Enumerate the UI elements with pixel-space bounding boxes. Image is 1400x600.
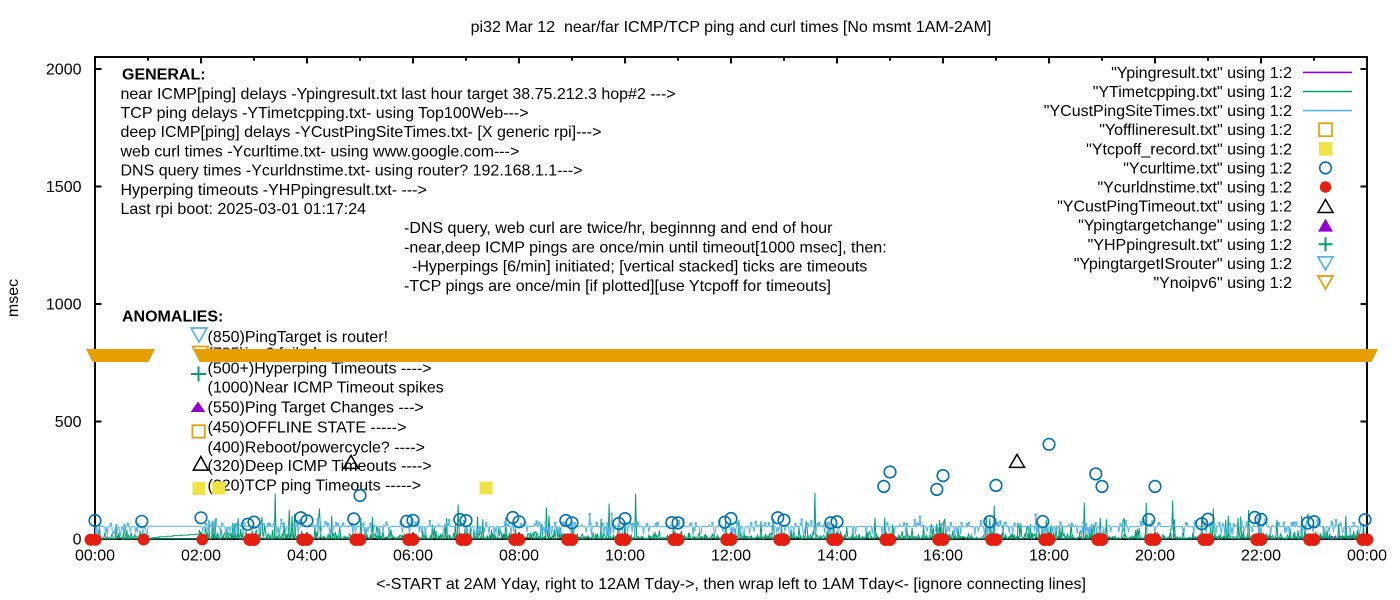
svg-text:-Hyperpings [6/min] initiated;: -Hyperpings [6/min] initiated; [vertical…: [412, 259, 867, 276]
svg-text:web curl times -Ycurltime.txt-: web curl times -Ycurltime.txt- using www…: [120, 143, 520, 160]
svg-text:GENERAL:: GENERAL:: [122, 67, 206, 84]
svg-text:Last rpi boot: 2025-03-01 01:1: Last rpi boot: 2025-03-01 01:17:24: [121, 201, 367, 218]
svg-text:Hyperping timeouts -YHPpingres: Hyperping timeouts -YHPpingresult.txt- -…: [121, 182, 427, 199]
svg-text:-TCP pings are once/min [if pl: -TCP pings are once/min [if plotted][use…: [404, 278, 831, 295]
svg-text:1000: 1000: [46, 297, 82, 314]
svg-text:10:00: 10:00: [605, 548, 645, 565]
svg-text:00:00: 00:00: [75, 548, 115, 565]
svg-text:pi32 Mar 12 near/far ICMP/TCP: pi32 Mar 12 near/far ICMP/TCP ping and c…: [471, 19, 992, 36]
svg-text:near ICMP[ping] delays -Ypingr: near ICMP[ping] delays -Ypingresult.txt …: [121, 86, 676, 103]
svg-text:deep ICMP[ping] delays -YCustP: deep ICMP[ping] delays -YCustPingSiteTim…: [121, 124, 602, 141]
svg-text:14:00: 14:00: [817, 548, 857, 565]
svg-text:18:00: 18:00: [1029, 548, 1069, 565]
svg-text:"Ypingtargetchange" using 1:2: "Ypingtargetchange" using 1:2: [1078, 218, 1292, 235]
svg-text:"Ynoipv6" using 1:2: "Ynoipv6" using 1:2: [1153, 275, 1292, 292]
svg-text:(450)OFFLINE STATE ----->: (450)OFFLINE STATE ----->: [208, 420, 407, 437]
svg-text:TCP ping delays -YTimetcpping.: TCP ping delays -YTimetcpping.txt- using…: [121, 105, 529, 122]
svg-text:08:00: 08:00: [499, 548, 539, 565]
svg-text:msec: msec: [5, 279, 22, 317]
svg-text:16:00: 16:00: [923, 548, 963, 565]
svg-text:(400)Reboot/powercycle? ---->: (400)Reboot/powercycle? ---->: [208, 439, 425, 456]
svg-text:DNS query times -Ycurldnstime.: DNS query times -Ycurldnstime.txt- using…: [121, 163, 583, 180]
svg-text:"YHPpingresult.txt" using 1:2: "YHPpingresult.txt" using 1:2: [1088, 237, 1292, 254]
svg-text:"YpingtargetISrouter" using 1:: "YpingtargetISrouter" using 1:2: [1074, 256, 1292, 273]
svg-text:"Yofflineresult.txt" using 1:2: "Yofflineresult.txt" using 1:2: [1099, 122, 1292, 139]
svg-text:20:00: 20:00: [1135, 548, 1175, 565]
svg-text:"YCustPingTimeout.txt" using 1: "YCustPingTimeout.txt" using 1:2: [1057, 199, 1292, 216]
svg-text:06:00: 06:00: [393, 548, 433, 565]
svg-text:<-START at 2AM Yday, right to: <-START at 2AM Yday, right to 12AM Tday-…: [376, 576, 1086, 593]
svg-text:-near,deep ICMP pings are once: -near,deep ICMP pings are once/min until…: [404, 239, 887, 256]
svg-text:12:00: 12:00: [711, 548, 751, 565]
svg-text:ANOMALIES:: ANOMALIES:: [122, 309, 223, 326]
svg-text:(320)Deep ICMP Timeouts ---->: (320)Deep ICMP Timeouts ---->: [208, 458, 432, 475]
svg-text:"Ypingresult.txt" using 1:2: "Ypingresult.txt" using 1:2: [1111, 65, 1292, 82]
svg-text:(550)Ping Target Changes --->: (550)Ping Target Changes --->: [208, 400, 424, 417]
svg-text:500: 500: [55, 414, 82, 431]
svg-text:22:00: 22:00: [1241, 548, 1281, 565]
svg-text:(220)TCP ping Timeouts ----->: (220)TCP ping Timeouts ----->: [208, 477, 422, 494]
svg-text:-DNS query, web curl are twice: -DNS query, web curl are twice/hr, begin…: [404, 220, 833, 237]
svg-text:04:00: 04:00: [287, 548, 327, 565]
svg-text:(500+)Hyperping Timeouts ---->: (500+)Hyperping Timeouts ---->: [208, 361, 432, 378]
svg-text:(850)PingTarget is router!: (850)PingTarget is router!: [208, 329, 389, 346]
svg-text:"YTimetcpping.txt" using 1:2: "YTimetcpping.txt" using 1:2: [1093, 84, 1292, 101]
svg-text:2000: 2000: [46, 62, 82, 79]
svg-text:1500: 1500: [46, 179, 82, 196]
svg-text:00:00: 00:00: [1347, 548, 1387, 565]
svg-text:"Ycurldnstime.txt" using 1:2: "Ycurldnstime.txt" using 1:2: [1097, 180, 1292, 197]
svg-text:"Ytcpoff_record.txt" using 1:2: "Ytcpoff_record.txt" using 1:2: [1086, 141, 1292, 158]
svg-text:(1000)Near ICMP Timeout spikes: (1000)Near ICMP Timeout spikes: [208, 380, 444, 397]
svg-text:0: 0: [73, 532, 82, 549]
svg-text:02:00: 02:00: [181, 548, 221, 565]
svg-text:"YCustPingSiteTimes.txt" using: "YCustPingSiteTimes.txt" using 1:2: [1044, 103, 1292, 120]
svg-text:"Ycurltime.txt" using 1:2: "Ycurltime.txt" using 1:2: [1123, 160, 1292, 177]
